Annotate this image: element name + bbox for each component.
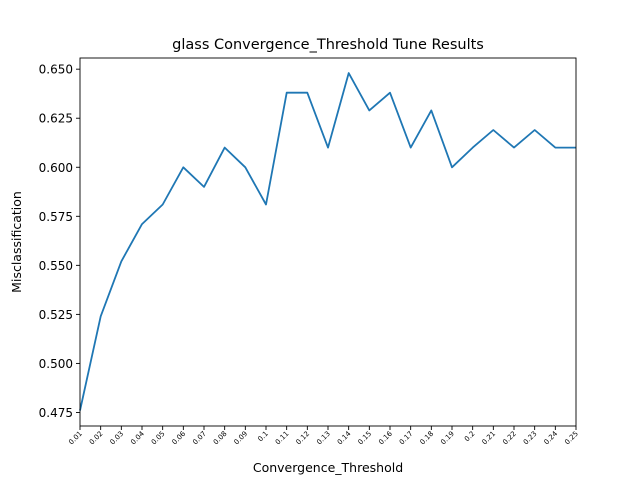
plot-frame [79,57,577,427]
y-tick-label: 0.500 [39,357,73,371]
y-tick-label: 0.475 [39,406,73,420]
y-tick-label: 0.650 [39,63,73,77]
y-tick-label: 0.525 [39,308,73,322]
chart-title: glass Convergence_Threshold Tune Results [172,37,484,53]
y-axis-label: Misclassification [9,191,24,293]
series-line [79,72,576,411]
y-tick-label: 0.550 [39,259,73,273]
y-tick-label: 0.600 [39,161,73,175]
y-tick-label: 0.625 [39,112,73,126]
x-axis-label: Convergence_Threshold [253,460,403,475]
y-axis: 0.475 0.500 0.525 0.550 0.575 0.600 0.625 0.650 [39,63,80,420]
y-tick-label: 0.575 [39,210,73,224]
